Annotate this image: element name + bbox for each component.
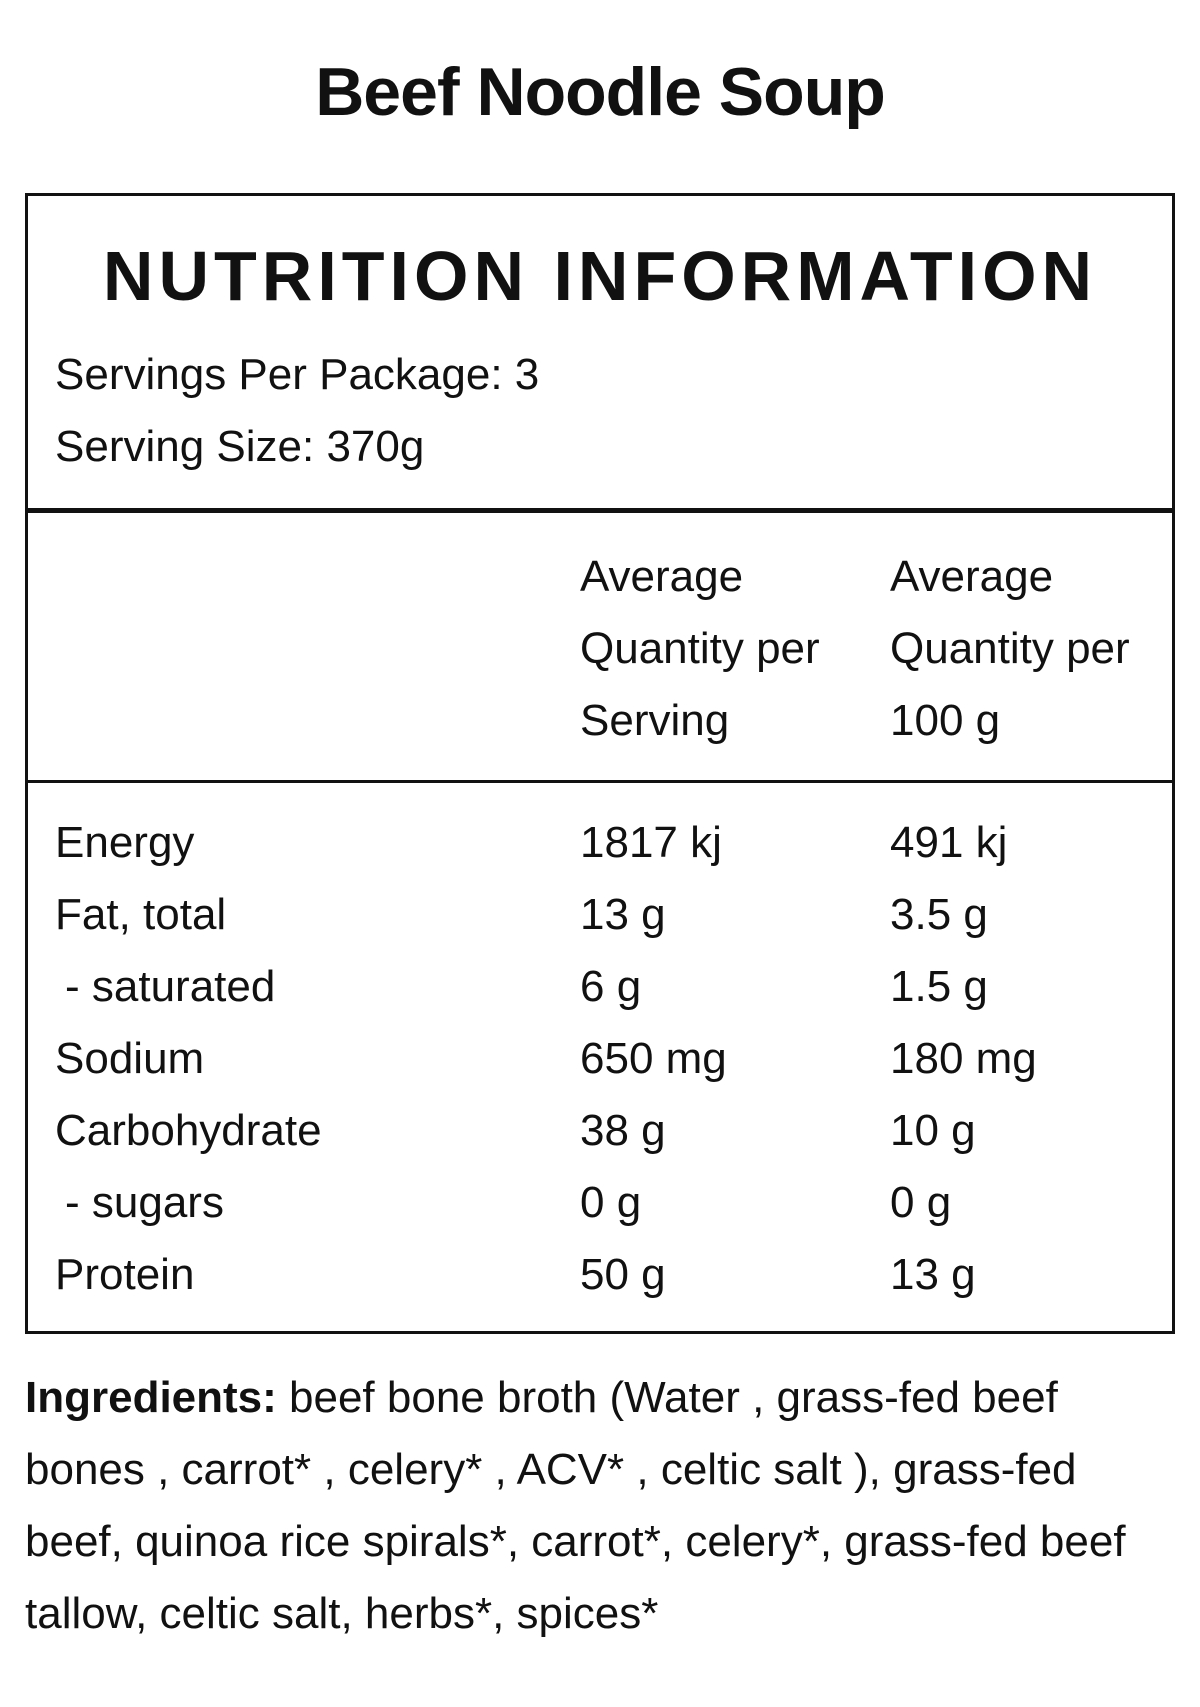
- nutrient-per-serving: 38 g: [580, 1106, 666, 1155]
- nutrient-name: Carbohydrate: [55, 1106, 322, 1155]
- column-header-line: Quantity per: [580, 624, 820, 673]
- nutrient-name: Protein: [55, 1250, 195, 1299]
- column-header-line: Quantity per: [890, 624, 1130, 673]
- column-header-per-serving: Average Quantity per Serving: [580, 541, 820, 757]
- nutrient-per-serving: 50 g: [580, 1250, 666, 1299]
- nutrient-row-sodium: Sodium 650 mg 180 mg: [28, 1023, 1172, 1095]
- servings-per-package: Servings Per Package: 3: [55, 350, 540, 399]
- nutrient-row-saturated: - saturated 6 g 1.5 g: [28, 951, 1172, 1023]
- nutrient-row-sugars: - sugars 0 g 0 g: [28, 1167, 1172, 1239]
- ingredients-text: beef bone broth (Water , grass-fed beef …: [25, 1373, 1126, 1638]
- nutrient-row-carbohydrate: Carbohydrate 38 g 10 g: [28, 1095, 1172, 1167]
- product-title: Beef Noodle Soup: [315, 54, 886, 130]
- nutrition-panel: NUTRITION INFORMATION Servings Per Packa…: [25, 193, 1175, 1334]
- divider-thin: [28, 780, 1172, 783]
- nutrient-rows: Energy 1817 kj 491 kj Fat, total 13 g 3.…: [28, 807, 1172, 1311]
- serving-size: Serving Size: 370g: [55, 422, 425, 471]
- column-header-per-100g: Average Quantity per 100 g: [890, 541, 1130, 757]
- nutrient-per-100g: 0 g: [890, 1178, 952, 1227]
- nutrient-per-100g: 180 mg: [890, 1034, 1037, 1083]
- column-header-line: Serving: [580, 696, 730, 745]
- nutrient-name: Energy: [55, 818, 195, 867]
- divider-thick: [28, 508, 1172, 513]
- column-header-line: 100 g: [890, 696, 1001, 745]
- nutrient-name: - saturated: [65, 962, 276, 1011]
- nutrient-per-100g: 1.5 g: [890, 962, 988, 1011]
- nutrient-per-serving: 650 mg: [580, 1034, 727, 1083]
- nutrition-heading: NUTRITION INFORMATION: [102, 237, 1098, 315]
- ingredients-paragraph: Ingredients: beef bone broth (Water , gr…: [25, 1362, 1175, 1650]
- nutrient-per-100g: 491 kj: [890, 818, 1008, 867]
- column-header-line: Average: [580, 552, 744, 601]
- nutrient-per-serving: 6 g: [580, 962, 642, 1011]
- column-header-line: Average: [890, 552, 1054, 601]
- nutrient-row-fat-total: Fat, total 13 g 3.5 g: [28, 879, 1172, 951]
- nutrient-per-serving: 13 g: [580, 890, 666, 939]
- nutrient-per-serving: 0 g: [580, 1178, 642, 1227]
- nutrient-row-energy: Energy 1817 kj 491 kj: [28, 807, 1172, 879]
- nutrient-per-100g: 3.5 g: [890, 890, 988, 939]
- nutrient-per-100g: 10 g: [890, 1106, 976, 1155]
- nutrient-per-100g: 13 g: [890, 1250, 976, 1299]
- nutrient-name: - sugars: [65, 1178, 224, 1227]
- ingredients-label: Ingredients:: [25, 1373, 277, 1422]
- nutrient-per-serving: 1817 kj: [580, 818, 722, 867]
- nutrient-name: Fat, total: [55, 890, 227, 939]
- nutrient-row-protein: Protein 50 g 13 g: [28, 1239, 1172, 1311]
- nutrient-name: Sodium: [55, 1034, 205, 1083]
